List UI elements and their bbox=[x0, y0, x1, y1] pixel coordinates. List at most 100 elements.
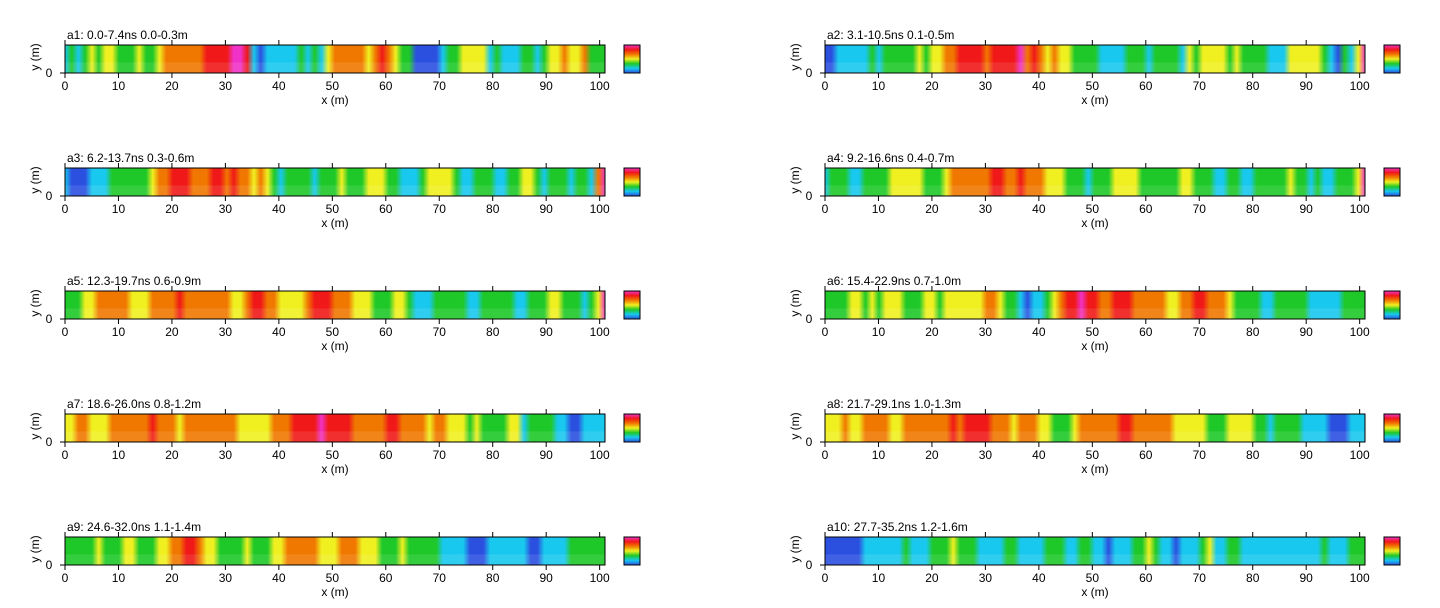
x-tick-label: 0 bbox=[62, 325, 69, 339]
x-tick-label: 50 bbox=[326, 571, 340, 585]
x-tick-label: 80 bbox=[1246, 202, 1260, 216]
color-legend bbox=[623, 536, 641, 566]
plot-frame bbox=[64, 167, 606, 197]
panel-title: a6: 15.4-22.9ns 0.7-1.0m bbox=[827, 274, 961, 288]
x-tick-label: 30 bbox=[979, 571, 993, 585]
x-tick-label: 60 bbox=[1139, 448, 1153, 462]
x-tick-label: 0 bbox=[62, 79, 69, 93]
heatmap-field bbox=[825, 537, 1365, 565]
x-tick-label: 10 bbox=[872, 202, 886, 216]
x-tick-label: 20 bbox=[165, 325, 179, 339]
x-tick-label: 20 bbox=[925, 448, 939, 462]
x-tick-label: 90 bbox=[1300, 448, 1314, 462]
x-tick-label: 30 bbox=[219, 571, 233, 585]
x-tick-label: 50 bbox=[1086, 571, 1100, 585]
x-tick-label: 100 bbox=[1350, 571, 1370, 585]
y-tick-label: 0 bbox=[46, 558, 53, 572]
x-axis-label: x (m) bbox=[1081, 216, 1108, 230]
x-tick-label: 90 bbox=[1300, 325, 1314, 339]
x-tick-label: 50 bbox=[1086, 448, 1100, 462]
x-tick-label: 30 bbox=[219, 325, 233, 339]
panel-a6: a6: 15.4-22.9ns 0.7-1.0m 0 10 20 30 40 50 60 70 8… bbox=[788, 274, 1401, 353]
heatmap-field bbox=[825, 45, 1365, 73]
x-tick-label: 60 bbox=[1139, 325, 1153, 339]
color-legend bbox=[623, 167, 641, 197]
y-axis-label: y (m) bbox=[28, 43, 42, 70]
x-tick-label: 90 bbox=[1300, 202, 1314, 216]
x-tick-label: 10 bbox=[872, 571, 886, 585]
y-axis-label: y (m) bbox=[788, 535, 802, 562]
x-tick-label: 30 bbox=[219, 79, 233, 93]
x-tick-label: 20 bbox=[165, 571, 179, 585]
x-tick-label: 90 bbox=[540, 448, 554, 462]
x-tick-label: 50 bbox=[1086, 202, 1100, 216]
x-tick-label: 50 bbox=[1086, 79, 1100, 93]
x-tick-label: 60 bbox=[379, 325, 393, 339]
x-tick-label: 60 bbox=[1139, 571, 1153, 585]
x-tick-label: 10 bbox=[112, 325, 126, 339]
x-tick-label: 20 bbox=[925, 325, 939, 339]
x-tick-label: 40 bbox=[1032, 202, 1046, 216]
panel-a1: a1: 0.0-7.4ns 0.0-0.3m 0 10 20 30 40 50 60 70 80 9… bbox=[28, 28, 641, 107]
x-tick-label: 60 bbox=[1139, 79, 1153, 93]
panel-title: a9: 24.6-32.0ns 1.1-1.4m bbox=[67, 520, 201, 534]
x-tick-label: 40 bbox=[1032, 448, 1046, 462]
x-tick-label: 40 bbox=[272, 571, 286, 585]
heatmap-field bbox=[65, 168, 605, 196]
x-tick-label: 100 bbox=[1350, 79, 1370, 93]
x-tick-label: 50 bbox=[326, 79, 340, 93]
x-tick-label: 70 bbox=[1193, 571, 1207, 585]
y-axis-label: y (m) bbox=[788, 166, 802, 193]
y-tick-label: 0 bbox=[806, 312, 813, 326]
x-tick-label: 20 bbox=[925, 202, 939, 216]
panel-a4: a4: 9.2-16.6ns 0.4-0.7m 0 10 20 30 40 50 60 70 80… bbox=[788, 151, 1401, 230]
y-axis-label: y (m) bbox=[788, 289, 802, 316]
plot-frame bbox=[824, 536, 1366, 566]
x-tick-label: 90 bbox=[540, 202, 554, 216]
panel-a3: a3: 6.2-13.7ns 0.3-0.6m 0 10 20 30 40 50 60 70 80… bbox=[28, 151, 641, 230]
x-tick-label: 30 bbox=[979, 79, 993, 93]
x-tick-label: 80 bbox=[486, 448, 500, 462]
x-tick-label: 100 bbox=[1350, 325, 1370, 339]
x-tick-label: 20 bbox=[165, 448, 179, 462]
x-tick-label: 70 bbox=[433, 79, 447, 93]
x-axis-label: x (m) bbox=[1081, 462, 1108, 476]
heatmap-field bbox=[825, 414, 1365, 442]
x-tick-label: 70 bbox=[433, 571, 447, 585]
x-tick-label: 10 bbox=[112, 79, 126, 93]
panel-title: a8: 21.7-29.1ns 1.0-1.3m bbox=[827, 397, 961, 411]
x-axis-label: x (m) bbox=[321, 462, 348, 476]
x-tick-label: 10 bbox=[112, 202, 126, 216]
x-tick-label: 50 bbox=[326, 448, 340, 462]
x-tick-label: 20 bbox=[165, 202, 179, 216]
y-tick-label: 0 bbox=[806, 66, 813, 80]
x-tick-label: 60 bbox=[379, 79, 393, 93]
plot-frame bbox=[824, 167, 1366, 197]
y-axis-label: y (m) bbox=[28, 535, 42, 562]
x-tick-label: 80 bbox=[1246, 79, 1260, 93]
x-tick-label: 90 bbox=[1300, 571, 1314, 585]
x-tick-label: 70 bbox=[433, 325, 447, 339]
panel-title: a4: 9.2-16.6ns 0.4-0.7m bbox=[827, 151, 954, 165]
x-axis-label: x (m) bbox=[321, 216, 348, 230]
x-tick-label: 0 bbox=[62, 202, 69, 216]
heatmap-field bbox=[825, 291, 1365, 319]
y-tick-label: 0 bbox=[806, 435, 813, 449]
panel-title: a7: 18.6-26.0ns 0.8-1.2m bbox=[67, 397, 201, 411]
x-tick-label: 0 bbox=[62, 571, 69, 585]
plot-frame bbox=[64, 413, 606, 443]
plot-frame bbox=[64, 290, 606, 320]
x-tick-label: 60 bbox=[379, 571, 393, 585]
color-legend bbox=[623, 290, 641, 320]
plot-frame bbox=[64, 44, 606, 74]
x-tick-label: 10 bbox=[112, 448, 126, 462]
x-tick-label: 0 bbox=[822, 325, 829, 339]
x-tick-label: 80 bbox=[486, 571, 500, 585]
color-legend bbox=[1383, 413, 1401, 443]
y-axis-label: y (m) bbox=[28, 412, 42, 439]
x-tick-label: 80 bbox=[486, 325, 500, 339]
heatmap-field bbox=[825, 168, 1365, 196]
panel-title: a10: 27.7-35.2ns 1.2-1.6m bbox=[827, 520, 968, 534]
heatmap-field bbox=[65, 291, 605, 319]
